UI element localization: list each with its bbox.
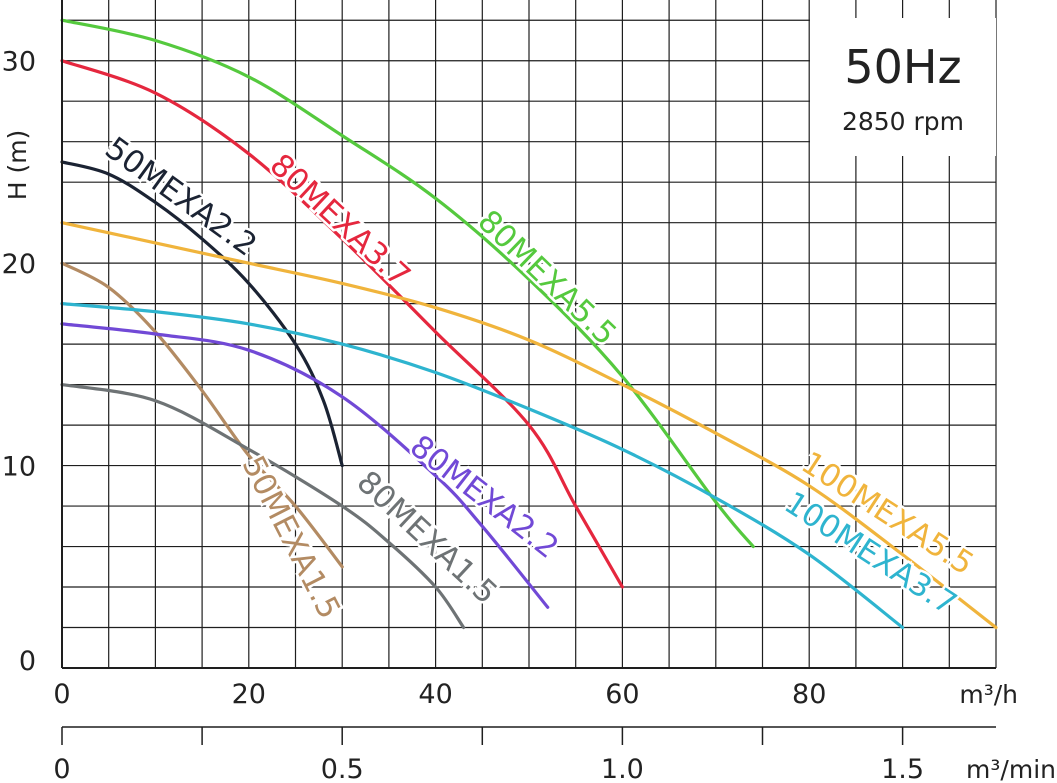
series-line-80mexa3-7 — [60, 59, 624, 589]
y-tick-label: 0 — [19, 646, 36, 677]
x-tick-label: 40 — [418, 679, 452, 710]
x-axis-title: m³/h — [959, 680, 1018, 709]
speed-label: 2850 rpm — [842, 107, 964, 136]
x2-tick-label: 1.5 — [881, 754, 924, 783]
series-line-80mexa2-2 — [60, 322, 550, 609]
series-line-50mexa2-2 — [60, 160, 344, 468]
series-line-80mexa5-5 — [60, 18, 755, 549]
y-tick-label: 20 — [2, 249, 36, 280]
series-label: 80MEXA5.5 — [471, 203, 624, 352]
axes: 0 10 20 30 0 20 40 60 80 0 0.5 1.0 1.5 — [2, 0, 996, 783]
y-axis-title: H (m) — [3, 130, 32, 201]
curves — [60, 18, 998, 630]
x-tick-label: 80 — [792, 679, 826, 710]
y-tick-label: 30 — [2, 47, 36, 78]
y-tick-label: 10 — [2, 452, 36, 483]
series-line-80mexa1-5 — [60, 383, 466, 630]
x-tick-label: 20 — [232, 679, 266, 710]
series-label: 50MEXA1.5 — [235, 450, 348, 625]
x2-tick-label: 0 — [53, 754, 70, 783]
x2-tick-label: 1.0 — [601, 754, 644, 783]
x2-axis-title: m³/min — [966, 755, 1056, 783]
x-tick-label: 0 — [53, 679, 70, 710]
series-line-50mexa1-5 — [60, 261, 344, 569]
curve-labels: 50MEXA1.550MEXA2.280MEXA1.580MEXA2.280ME… — [96, 128, 982, 628]
series-line-100mexa5-5 — [60, 221, 998, 630]
x-tick-label: 60 — [605, 679, 639, 710]
series-line-100mexa3-7 — [60, 302, 905, 630]
frequency-label: 50Hz — [844, 40, 961, 94]
x2-tick-label: 0.5 — [321, 754, 364, 783]
series-label: 50MEXA2.2 — [98, 130, 263, 263]
frequency-box: 50Hz 2850 rpm — [810, 18, 996, 156]
